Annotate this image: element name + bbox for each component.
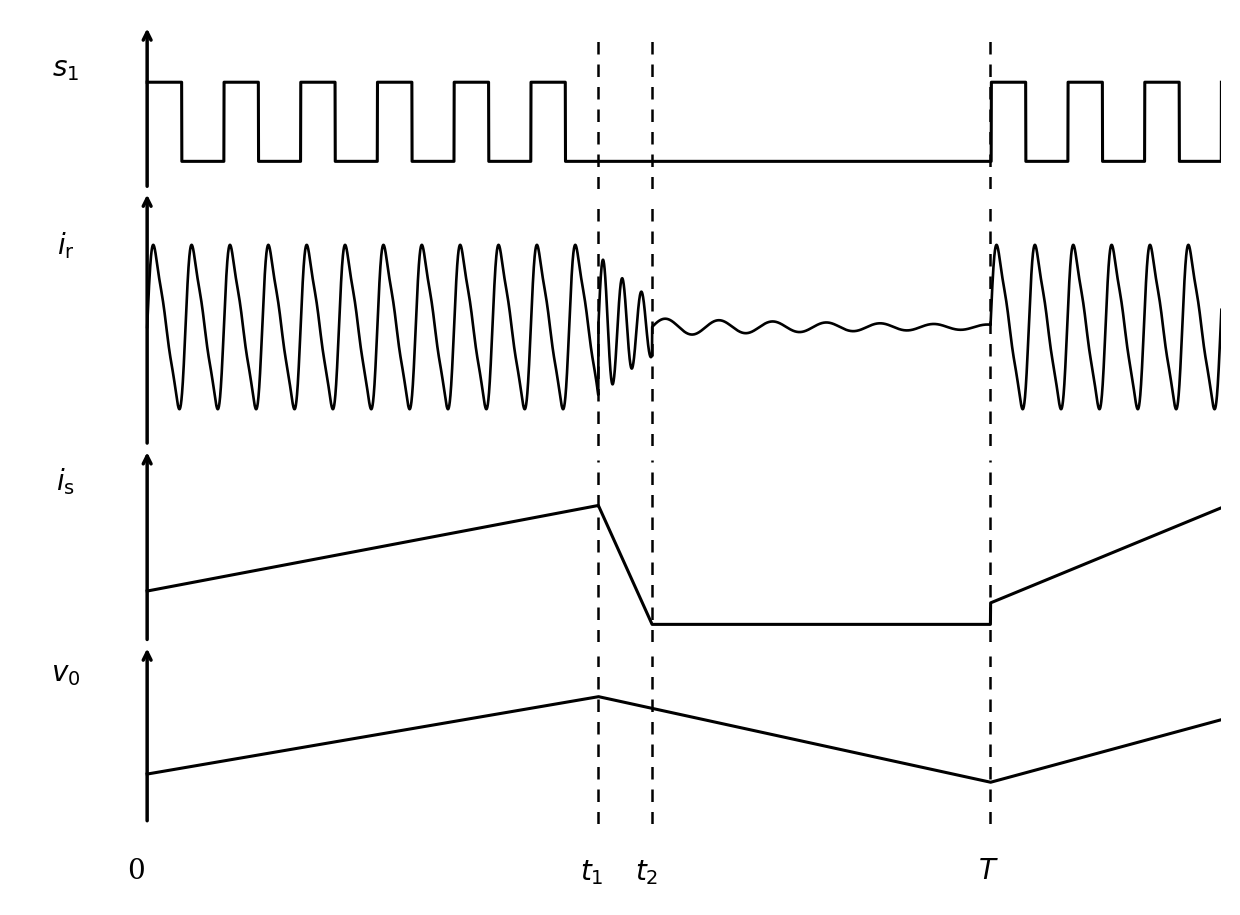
Text: $T$: $T$ xyxy=(978,858,998,886)
Text: $i_{\mathrm{s}}$: $i_{\mathrm{s}}$ xyxy=(56,466,76,497)
Text: $t_1$: $t_1$ xyxy=(580,858,604,887)
Text: $v_0$: $v_0$ xyxy=(51,662,81,688)
Text: 0: 0 xyxy=(128,858,145,886)
Text: $i_{\mathrm{r}}$: $i_{\mathrm{r}}$ xyxy=(57,231,74,261)
Text: $t_2$: $t_2$ xyxy=(635,858,658,887)
Text: $s_1$: $s_1$ xyxy=(52,56,79,83)
